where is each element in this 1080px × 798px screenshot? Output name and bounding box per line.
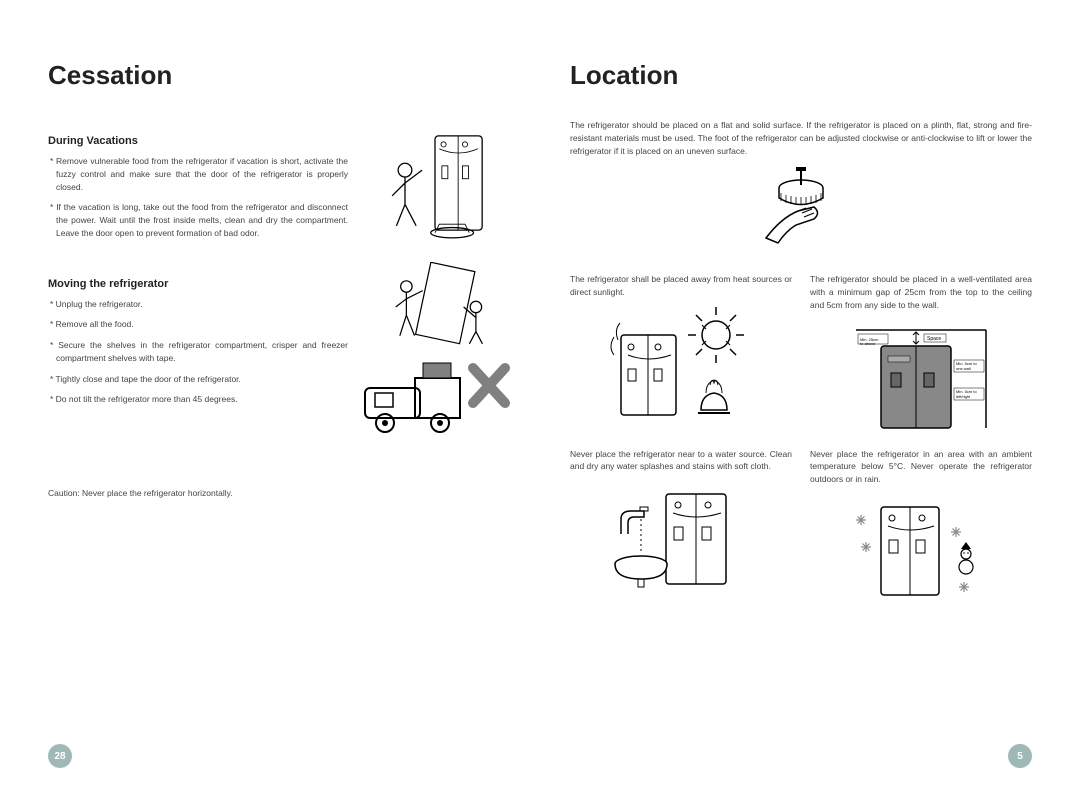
location-row-1: The refrigerator shall be placed away fr… <box>570 273 1032 437</box>
left-title: Cessation <box>48 60 510 91</box>
svg-text:one wall: one wall <box>956 366 971 371</box>
foot-adjust-illustration <box>726 163 876 263</box>
moving-item-4: * Tightly close and tape the door of the… <box>48 373 348 386</box>
moving-heading: Moving the refrigerator <box>48 278 348 290</box>
svg-text:Space: Space <box>927 336 941 342</box>
cold-illustration <box>846 492 996 612</box>
moving-item-3: * Secure the shelves in the refrigerator… <box>48 339 348 365</box>
vacations-item-2: * If the vacation is long, take out the … <box>48 201 348 239</box>
vacation-illustration <box>365 123 505 243</box>
moving-people-illustration <box>370 262 500 352</box>
cold-text: Never place the refrigerator in an area … <box>810 448 1032 486</box>
right-title: Location <box>570 60 1032 91</box>
vacations-item-1: * Remove vulnerable food from the refrig… <box>48 155 348 193</box>
svg-text:left/right: left/right <box>956 394 971 399</box>
water-text: Never place the refrigerator near to a w… <box>570 448 792 474</box>
left-page: Cessation During Vacations * Remove vuln… <box>0 0 540 798</box>
moving-item-2: * Remove all the food. <box>48 318 348 331</box>
moving-item-5: * Do not tilt the refrigerator more than… <box>48 393 348 406</box>
left-page-number: 28 <box>48 744 72 768</box>
svg-text:to above: to above <box>860 341 876 346</box>
truck-illustration <box>355 358 515 448</box>
water-illustration <box>606 479 756 599</box>
section-vacations: During Vacations * Remove vulnerable foo… <box>48 119 510 248</box>
moving-item-1: * Unplug the refrigerator. <box>48 298 348 311</box>
location-intro: The refrigerator should be placed on a f… <box>570 119 1032 157</box>
spacing-illustration: Min. 25cm to above Space Min. 5cm to one… <box>846 318 996 438</box>
heat-illustration <box>606 305 756 425</box>
right-page: Location The refrigerator should be plac… <box>540 0 1080 798</box>
right-page-number: 5 <box>1008 744 1032 768</box>
ventilation-text: The refrigerator should be placed in a w… <box>810 273 1032 311</box>
heat-text: The refrigerator shall be placed away fr… <box>570 273 792 299</box>
caution-text: Caution: Never place the refrigerator ho… <box>48 488 510 498</box>
section-moving: Moving the refrigerator * Unplug the ref… <box>48 262 510 448</box>
vacations-heading: During Vacations <box>48 135 348 147</box>
location-row-2: Never place the refrigerator near to a w… <box>570 448 1032 612</box>
